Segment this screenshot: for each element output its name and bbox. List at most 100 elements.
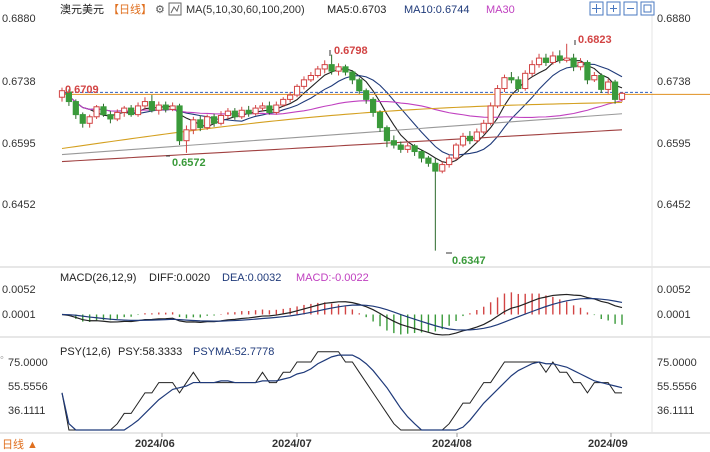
candle-body	[190, 119, 197, 131]
candle-body	[321, 64, 328, 70]
psy-line	[61, 351, 622, 431]
candle-body	[397, 144, 404, 150]
low-label: 0.6347	[452, 255, 486, 267]
macd-tick: 0.0052	[2, 284, 36, 296]
psy-tick: 55.5556	[657, 381, 697, 393]
candle-body	[273, 104, 280, 113]
macd-diff: DIFF:0.0020	[149, 272, 210, 284]
moving-average-lines	[61, 58, 623, 164]
candle	[439, 161, 446, 174]
candle	[300, 76, 308, 90]
candle-body	[162, 104, 169, 110]
candle	[134, 102, 142, 117]
candle-body	[452, 144, 460, 159]
candle	[349, 70, 356, 85]
candle	[370, 97, 377, 117]
candle-body	[439, 164, 446, 172]
crosshair-icon[interactable]	[589, 1, 604, 16]
psy-tick: 36.1111	[8, 405, 45, 417]
candle	[363, 88, 370, 104]
ma100-line	[61, 113, 623, 156]
candle-body	[155, 104, 162, 111]
x-tick: 2024/06	[135, 438, 175, 450]
candle-body	[100, 106, 107, 116]
y-tick: 0.6452	[657, 199, 691, 211]
candle	[563, 43, 570, 63]
macd-axis: 0.0052 0.0001 0.0052 0.0001	[2, 284, 691, 321]
indicator-icon[interactable]	[168, 2, 182, 16]
candle	[273, 101, 280, 115]
candle	[425, 155, 432, 167]
psy-value: PSY:58.3333	[118, 346, 182, 358]
candle	[183, 125, 190, 153]
candle-body	[446, 157, 453, 166]
y-tick: 0.6738	[657, 76, 691, 88]
candle-body	[376, 111, 384, 129]
candle-body	[307, 74, 314, 81]
candle	[72, 99, 79, 119]
candle-body	[114, 111, 121, 120]
candle-body	[72, 101, 79, 116]
candle	[494, 85, 501, 109]
candle-body	[197, 119, 204, 129]
candle	[141, 97, 149, 110]
candle	[231, 108, 238, 120]
period-label[interactable]: 【日线】	[108, 2, 152, 16]
candle	[591, 72, 598, 83]
candle	[65, 89, 73, 106]
high-label: 0.6798	[334, 45, 368, 57]
fullscreen-icon[interactable]	[640, 1, 655, 16]
candle	[529, 60, 536, 77]
candle-body	[107, 114, 114, 120]
candle	[114, 109, 121, 122]
candle-body	[549, 55, 556, 63]
candle	[93, 105, 100, 119]
candle	[549, 51, 556, 65]
candle-body	[515, 79, 522, 90]
candle-body	[280, 98, 287, 106]
candle-body	[141, 101, 149, 107]
candle	[432, 158, 439, 251]
candle	[542, 53, 550, 66]
candle-body	[79, 114, 86, 124]
candle-body	[611, 81, 619, 100]
macd-dea: DEA:0.0032	[222, 272, 281, 284]
psyma-value: PSYMA:52.7778	[193, 346, 274, 358]
candle	[473, 128, 480, 143]
candle-body	[618, 92, 626, 100]
candle	[307, 72, 314, 83]
panel-resize-icon[interactable]: ◦	[0, 352, 4, 364]
candle-body	[529, 64, 536, 74]
candle-body	[58, 90, 66, 98]
candle-body	[494, 88, 501, 107]
candle-body	[210, 116, 218, 124]
candle-body	[459, 135, 467, 146]
candle	[556, 50, 563, 64]
candle	[383, 125, 391, 148]
candle-body	[86, 116, 93, 124]
candle-body	[328, 64, 335, 72]
price-axis-right: 0.6880 0.6738 0.6595 0.6452	[657, 13, 691, 211]
macd-tick: 0.0052	[657, 284, 691, 296]
indicator-icon-glyph	[170, 4, 180, 14]
candle	[107, 111, 114, 124]
candle	[204, 114, 211, 130]
candle	[390, 135, 397, 149]
zoom-out-icon[interactable]	[623, 1, 638, 16]
chart-toolbar[interactable]	[589, 1, 655, 16]
ma5-line	[61, 58, 623, 164]
zoom-in-icon[interactable]	[606, 1, 621, 16]
candle	[611, 79, 619, 104]
candle	[238, 106, 245, 119]
candle	[321, 60, 328, 74]
candle-body	[563, 57, 570, 61]
ma10-line	[61, 63, 623, 156]
macd-header: MACD(26,12,9) DIFF:0.0020 DEA:0.0032 MAC…	[60, 272, 369, 284]
candle	[314, 65, 321, 78]
candle	[328, 54, 335, 75]
macd-tick: 0.0001	[657, 309, 691, 321]
candle-body	[570, 57, 577, 68]
candle	[598, 73, 605, 93]
period-toggle-button[interactable]: 日线 ▲	[2, 437, 38, 451]
